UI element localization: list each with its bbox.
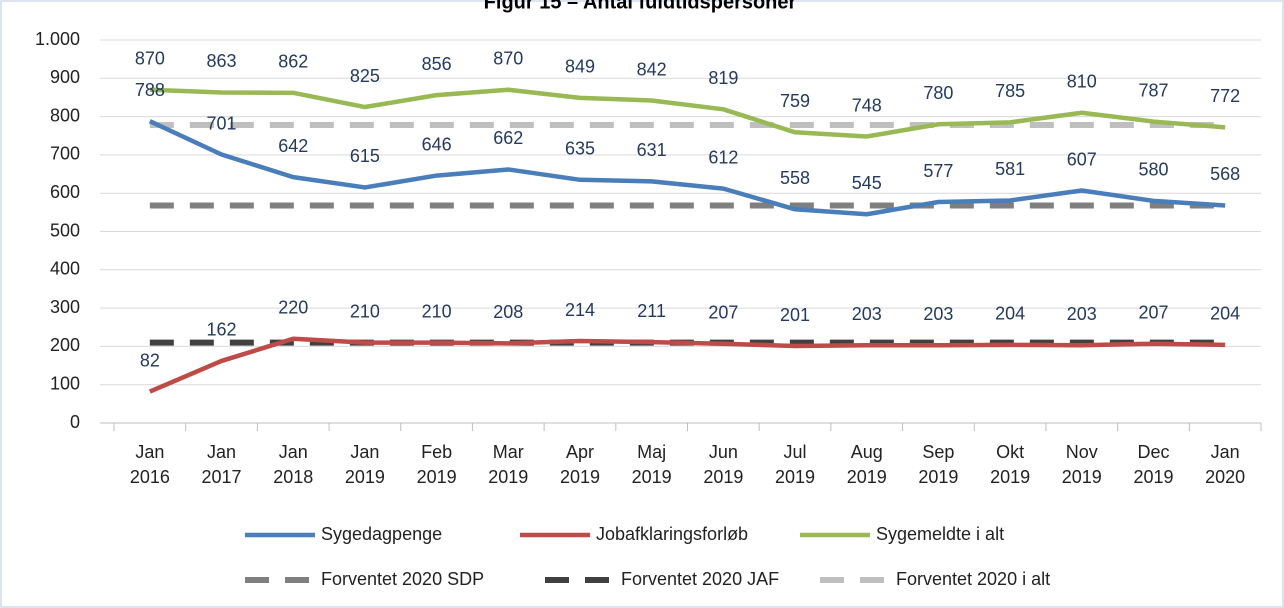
x-tick-label: Mar 2019	[488, 442, 528, 487]
y-tick-label: 700	[50, 144, 80, 164]
data-label: 545	[852, 173, 882, 193]
legend-label: Sygedagpenge	[321, 524, 442, 544]
data-label: 772	[1210, 86, 1240, 106]
x-tick-label: Jul 2019	[775, 442, 815, 487]
data-label: 825	[350, 66, 380, 86]
data-label: 211	[637, 301, 666, 321]
x-tick-label: Maj 2019	[632, 442, 672, 487]
x-tick-label: Feb 2019	[417, 442, 457, 487]
data-label: 780	[923, 83, 953, 103]
data-label: 204	[995, 304, 1025, 324]
data-label: 204	[1210, 304, 1240, 324]
y-tick-label: 300	[50, 297, 80, 317]
data-label: 701	[207, 113, 237, 133]
legend-label: Jobafklaringsforløb	[596, 524, 748, 544]
x-tick-label: Okt 2019	[990, 442, 1030, 487]
x-tick-label: Jan 2020	[1205, 442, 1245, 487]
data-label: 207	[1138, 302, 1168, 322]
data-label: 203	[852, 304, 882, 324]
x-tick-label: Apr 2019	[560, 442, 600, 487]
data-label: 863	[207, 51, 237, 71]
x-tick-label: Sep 2019	[918, 442, 958, 487]
data-label: 208	[493, 302, 523, 322]
data-label: 82	[140, 350, 160, 370]
data-label: 787	[1138, 80, 1168, 100]
data-label: 558	[780, 168, 810, 188]
data-label: 870	[135, 49, 165, 69]
legend-label: Sygemeldte i alt	[876, 524, 1004, 544]
x-tick-label: Dec 2019	[1133, 442, 1173, 487]
y-tick-label: 0	[70, 412, 80, 432]
data-label: 580	[1138, 160, 1168, 180]
x-tick-label: Jan 2018	[273, 442, 313, 487]
data-label: 210	[422, 301, 452, 321]
data-label: 201	[780, 305, 810, 325]
data-label: 759	[780, 91, 810, 111]
data-label: 842	[637, 59, 667, 79]
data-label: 635	[565, 139, 595, 159]
y-tick-label: 900	[50, 67, 80, 87]
data-label: 581	[995, 159, 1025, 179]
data-label: 220	[278, 297, 308, 317]
x-tick-label: Jun 2019	[703, 442, 743, 487]
x-tick-label: Nov 2019	[1062, 442, 1102, 487]
series-line	[149, 87, 1226, 139]
x-tick-label: Aug 2019	[847, 442, 887, 487]
series-line	[148, 336, 1226, 394]
y-tick-label: 600	[50, 182, 80, 202]
data-label: 856	[422, 54, 452, 74]
data-label: 748	[852, 95, 882, 115]
data-label: 214	[565, 300, 595, 320]
data-label: 646	[422, 134, 452, 154]
legend-label: Forventet 2020 SDP	[321, 569, 484, 589]
y-tick-label: 1.000	[35, 29, 80, 49]
data-label: 849	[565, 57, 595, 77]
data-label: 662	[493, 128, 523, 148]
data-label: 568	[1210, 164, 1240, 184]
data-label: 203	[923, 304, 953, 324]
data-label: 631	[637, 140, 667, 160]
data-label: 785	[995, 81, 1025, 101]
y-tick-label: 100	[50, 373, 80, 393]
data-label: 788	[135, 80, 165, 100]
data-label: 203	[1067, 304, 1097, 324]
data-label: 577	[923, 161, 953, 181]
data-label: 819	[708, 68, 738, 88]
y-tick-label: 500	[50, 220, 80, 240]
data-label: 162	[207, 320, 237, 340]
y-tick-label: 400	[50, 259, 80, 279]
data-label: 207	[708, 302, 738, 322]
y-tick-label: 800	[50, 105, 80, 125]
data-label: 607	[1067, 149, 1097, 169]
chart-title: Figur 15 – Antal fuldtidspersoner	[484, 0, 797, 13]
data-label: 870	[493, 49, 523, 69]
series-line	[148, 119, 1226, 217]
data-label: 210	[350, 301, 380, 321]
data-label: 862	[278, 52, 308, 72]
data-label: 612	[708, 147, 738, 167]
legend-label: Forventet 2020 i alt	[896, 569, 1050, 589]
x-tick-label: Jan 2019	[345, 442, 385, 487]
legend-label: Forventet 2020 JAF	[621, 569, 779, 589]
data-label: 810	[1067, 72, 1097, 92]
x-tick-label: Jan 2016	[130, 442, 170, 487]
x-tick-label: Jan 2017	[202, 442, 242, 487]
data-label: 642	[278, 136, 308, 156]
data-label: 615	[350, 146, 380, 166]
y-tick-label: 200	[50, 335, 80, 355]
